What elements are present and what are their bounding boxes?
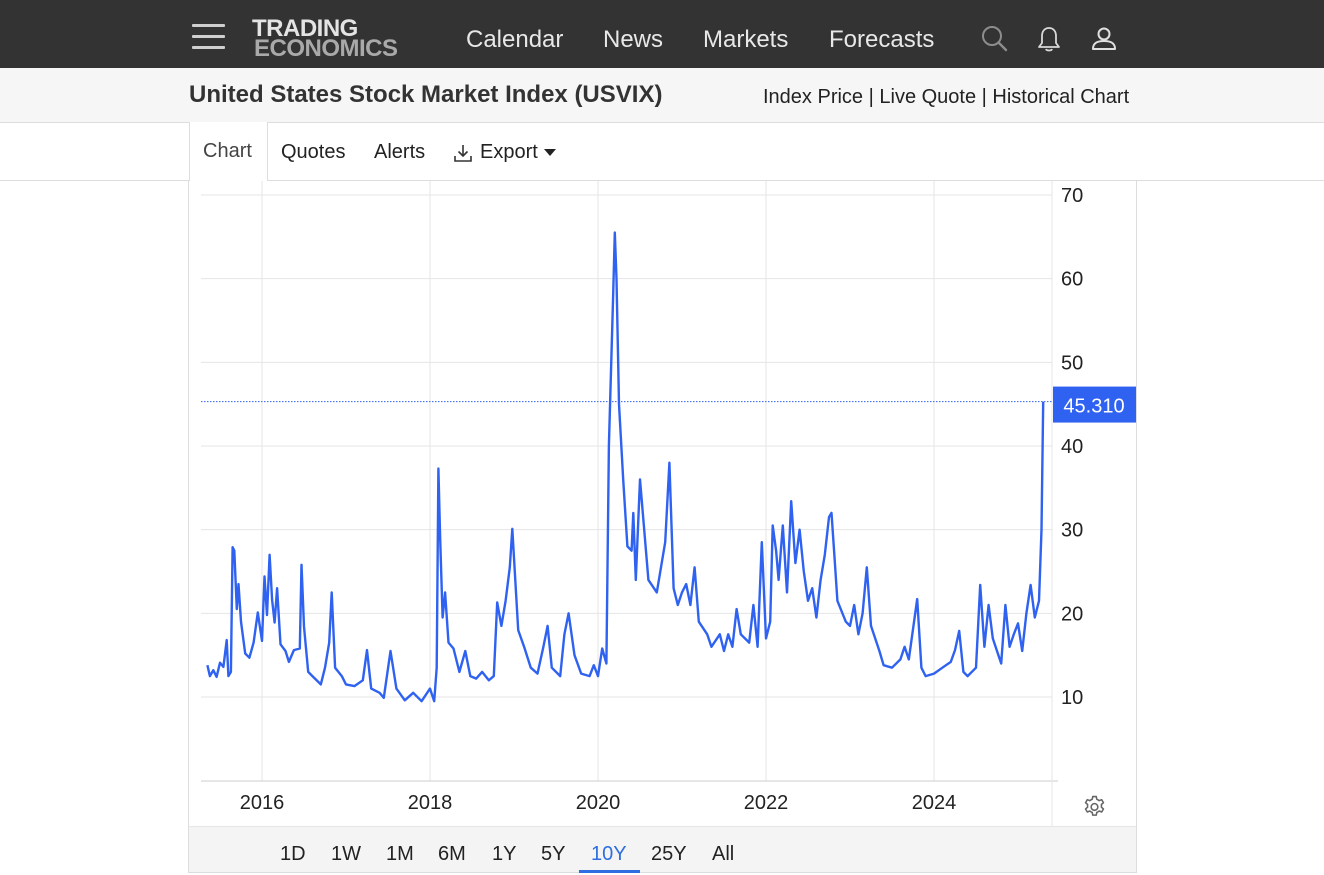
caret-down-icon[interactable] bbox=[544, 149, 556, 157]
y-tick-label: 40 bbox=[1061, 436, 1083, 458]
page-title: United States Stock Market Index (USVIX) bbox=[189, 81, 663, 108]
axis-labels: 10 20 30 40 50 60 70 2016 2018 2020 2022 2024 bbox=[240, 185, 1084, 814]
range-all[interactable]: All bbox=[712, 843, 735, 865]
title-subnav: Index Price | Live Quote | Historical Ch… bbox=[763, 85, 1129, 109]
nav-markets[interactable]: Markets bbox=[703, 26, 789, 53]
vix-line-chart[interactable]: 45.310 10 20 30 40 50 60 70 2016 2018 2020 2022 202… bbox=[0, 181, 1324, 826]
grid bbox=[201, 181, 1058, 826]
range-10y[interactable]: 10Y bbox=[591, 843, 627, 865]
nav-calendar[interactable]: Calendar bbox=[466, 26, 564, 53]
separator: | bbox=[976, 86, 993, 108]
tab-export[interactable]: Export bbox=[480, 141, 538, 163]
x-tick-label: 2018 bbox=[408, 792, 453, 814]
range-1m[interactable]: 1M bbox=[386, 843, 414, 865]
range-5y[interactable]: 5Y bbox=[541, 843, 566, 865]
chart-tab-strip: Chart Quotes Alerts Export bbox=[0, 122, 1324, 181]
tab-chart-label: Chart bbox=[203, 140, 252, 162]
x-tick-label: 2020 bbox=[576, 792, 621, 814]
tab-alerts[interactable]: Alerts bbox=[374, 141, 426, 163]
range-selector: 1D 1W 1M 6M 1Y 5Y 10Y 25Y All bbox=[188, 826, 1137, 873]
vix-series-line bbox=[206, 231, 1045, 703]
range-1w[interactable]: 1W bbox=[331, 843, 361, 865]
menu-icon[interactable] bbox=[192, 24, 225, 50]
title-bar: United States Stock Market Index (USVIX)… bbox=[0, 68, 1324, 123]
range-25y[interactable]: 25Y bbox=[651, 843, 687, 865]
tab-chart[interactable]: Chart bbox=[189, 122, 268, 181]
nav-news[interactable]: News bbox=[603, 26, 664, 53]
range-1y[interactable]: 1Y bbox=[492, 843, 517, 865]
last-value-badge bbox=[1053, 386, 1136, 423]
last-value-label: 45.310 bbox=[1063, 396, 1124, 418]
x-tick-label: 2024 bbox=[912, 792, 957, 814]
tab-quotes[interactable]: Quotes bbox=[281, 141, 346, 163]
settings-gear-icon[interactable] bbox=[1082, 795, 1107, 820]
link-live-quote[interactable]: Live Quote bbox=[879, 86, 977, 108]
y-tick-label: 50 bbox=[1061, 352, 1083, 374]
nav-forecasts[interactable]: Forecasts bbox=[829, 26, 935, 53]
logo-line-1: TRADING bbox=[252, 15, 358, 42]
x-tick-label: 2022 bbox=[744, 792, 789, 814]
range-1d[interactable]: 1D bbox=[280, 843, 306, 865]
top-navigation-bar: TRADING ECONOMICS Calendar News Markets … bbox=[0, 0, 1324, 68]
chart-panel bbox=[188, 181, 1137, 826]
link-index-price[interactable]: Index Price bbox=[763, 86, 864, 108]
link-historical-chart[interactable]: Historical Chart bbox=[992, 86, 1130, 108]
active-range-indicator bbox=[579, 870, 640, 873]
y-tick-label: 10 bbox=[1061, 687, 1083, 709]
search-icon[interactable] bbox=[980, 24, 1010, 54]
download-icon[interactable] bbox=[453, 143, 473, 163]
user-icon[interactable] bbox=[1089, 24, 1119, 54]
x-tick-label: 2016 bbox=[240, 792, 285, 814]
separator: | bbox=[863, 86, 880, 108]
y-tick-label: 70 bbox=[1061, 185, 1083, 207]
logo-line-2: ECONOMICS bbox=[254, 35, 398, 62]
y-tick-label: 20 bbox=[1061, 603, 1083, 625]
trading-economics-logo[interactable]: TRADING ECONOMICS bbox=[252, 17, 422, 61]
bell-icon[interactable] bbox=[1034, 24, 1064, 54]
range-6m[interactable]: 6M bbox=[438, 843, 466, 865]
series-layer: 45.310 bbox=[201, 231, 1136, 703]
y-tick-label: 60 bbox=[1061, 269, 1083, 291]
y-tick-label: 30 bbox=[1061, 520, 1083, 542]
